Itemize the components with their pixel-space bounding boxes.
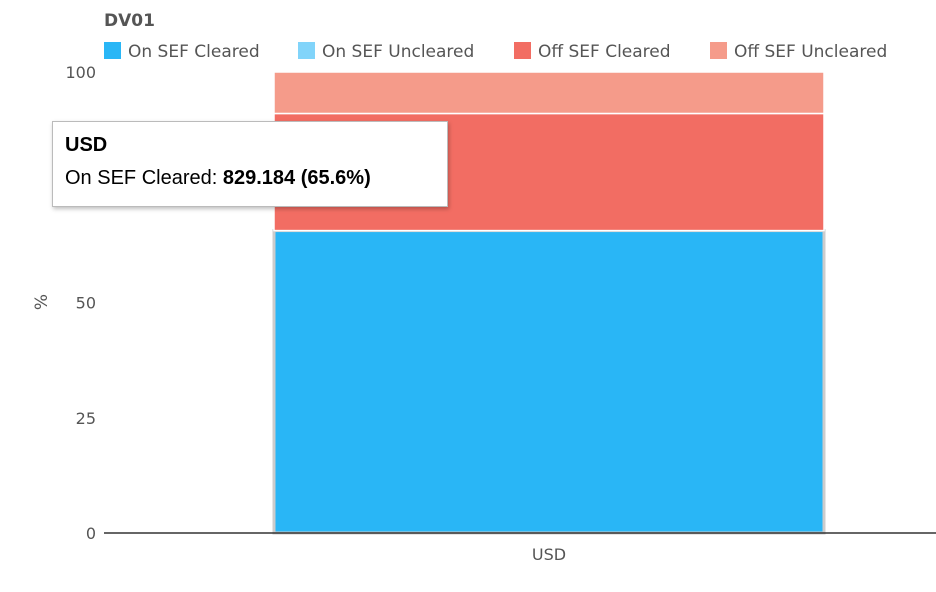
x-axis: USD (532, 545, 566, 564)
y-axis-title: % (32, 294, 52, 310)
y-tick-label: 0 (86, 524, 96, 543)
legend-swatch (104, 42, 121, 59)
y-axis: 0 25 50 100 (65, 63, 96, 543)
tooltip-category: USD (65, 134, 108, 156)
legend-label: On SEF Cleared (128, 42, 260, 62)
y-tick-label: 25 (76, 409, 96, 428)
tooltip: USD On SEF Cleared: 829.184 (65.6%) (52, 121, 448, 238)
legend-item[interactable]: Off SEF Uncleared (710, 42, 887, 62)
bar-segment[interactable] (273, 71, 825, 115)
legend-item[interactable]: Off SEF Cleared (514, 42, 671, 62)
y-tick-label: 50 (76, 294, 96, 313)
legend-swatch (514, 42, 531, 59)
legend-item[interactable]: On SEF Cleared (104, 42, 260, 62)
y-tick-label: 100 (65, 63, 96, 82)
legend-swatch (298, 42, 315, 59)
tooltip-series-label: On SEF Cleared: (65, 167, 218, 189)
bar-segment[interactable] (272, 229, 826, 535)
legend-label: Off SEF Uncleared (734, 42, 887, 62)
legend: On SEF Cleared On SEF Uncleared Off SEF Cl… (104, 42, 887, 62)
legend-item[interactable]: On SEF Uncleared (298, 42, 474, 62)
legend-swatch (710, 42, 727, 59)
tooltip-line: On SEF Cleared: 829.184 (65.6%) (65, 167, 371, 190)
tooltip-value: 829.184 (65.6%) (222, 167, 371, 189)
legend-label: On SEF Uncleared (322, 42, 474, 62)
chart-title: DV01 (104, 11, 155, 31)
legend-label: Off SEF Cleared (538, 42, 671, 62)
x-tick-label: USD (532, 545, 566, 564)
